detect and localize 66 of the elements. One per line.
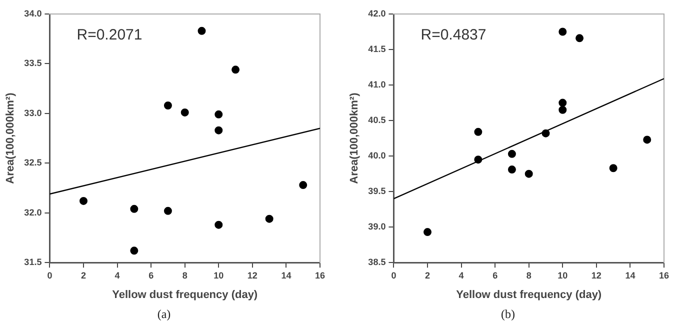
point (80, 196, 88, 205)
annotation: R=0.4837 (420, 26, 486, 44)
x-tick-label: 2 (424, 270, 430, 280)
y-tick-label: 40.5 (368, 115, 386, 126)
y-tick-label: 41.0 (368, 80, 386, 90)
x-tick-label: 16 (658, 270, 670, 280)
y-tick-label: 31.5 (24, 257, 42, 268)
point (609, 164, 618, 172)
point (643, 136, 652, 144)
point (232, 66, 240, 74)
point (299, 181, 308, 190)
point (558, 106, 567, 114)
point (214, 126, 223, 134)
point (576, 34, 584, 42)
point (265, 214, 274, 223)
point (180, 108, 189, 116)
point (164, 206, 172, 215)
x-axis-title: Yellow dust frequency (day) (112, 289, 258, 302)
x-tick-label: 14 (625, 270, 636, 280)
point (424, 228, 432, 236)
point (474, 128, 482, 136)
y-tick-label: 38.5 (368, 257, 386, 268)
x-tick-label: 2 (80, 270, 86, 280)
x-tick-label: 16 (314, 270, 326, 280)
point (214, 220, 223, 229)
text: (a) (157, 306, 171, 321)
y-tick-label: 41.5 (368, 44, 386, 54)
point (508, 150, 516, 158)
x-tick-label: 8 (182, 270, 188, 280)
point (198, 26, 206, 35)
point (214, 110, 223, 118)
y-tick-label: 42.0 (368, 8, 386, 18)
y-tick-label: 33.0 (24, 108, 42, 118)
annotation: R=0.2071 (76, 26, 142, 44)
x-tick-label: 10 (558, 270, 568, 280)
point (524, 170, 533, 178)
point (542, 129, 550, 138)
x-tick-label: 4 (458, 270, 464, 280)
y-tick-label: 32.5 (24, 158, 42, 168)
point (130, 246, 138, 255)
x-tick-label: 6 (492, 270, 498, 280)
y-tick-label: 34.0 (24, 8, 42, 18)
x-tick-label: 8 (526, 270, 532, 280)
point (474, 156, 482, 164)
y-tick-label: 39.5 (368, 186, 386, 196)
y-axis-title: Area(100,000km²) (348, 92, 361, 184)
y-tick-label: 32.0 (24, 207, 42, 218)
point (558, 28, 567, 36)
text: (b) (501, 306, 515, 321)
y-tick-label: 40.0 (368, 150, 386, 161)
point (164, 101, 172, 110)
point (558, 98, 567, 107)
x-tick-label: 14 (281, 270, 292, 280)
x-tick-label: 0 (47, 270, 52, 280)
x-tick-label: 6 (148, 270, 154, 280)
x-tick-label: 10 (214, 270, 224, 280)
point (508, 166, 516, 174)
y-axis-title: Area(100,000km²) (4, 92, 17, 184)
x-tick-label: 12 (247, 270, 258, 280)
x-tick-label: 12 (591, 270, 602, 280)
y-tick-label: 33.5 (24, 58, 42, 68)
point (130, 204, 138, 213)
x-tick-label: 0 (391, 270, 396, 280)
y-tick-label: 39.0 (368, 222, 386, 232)
x-axis-title: Yellow dust frequency (day) (456, 289, 602, 302)
x-tick-label: 4 (114, 270, 120, 280)
